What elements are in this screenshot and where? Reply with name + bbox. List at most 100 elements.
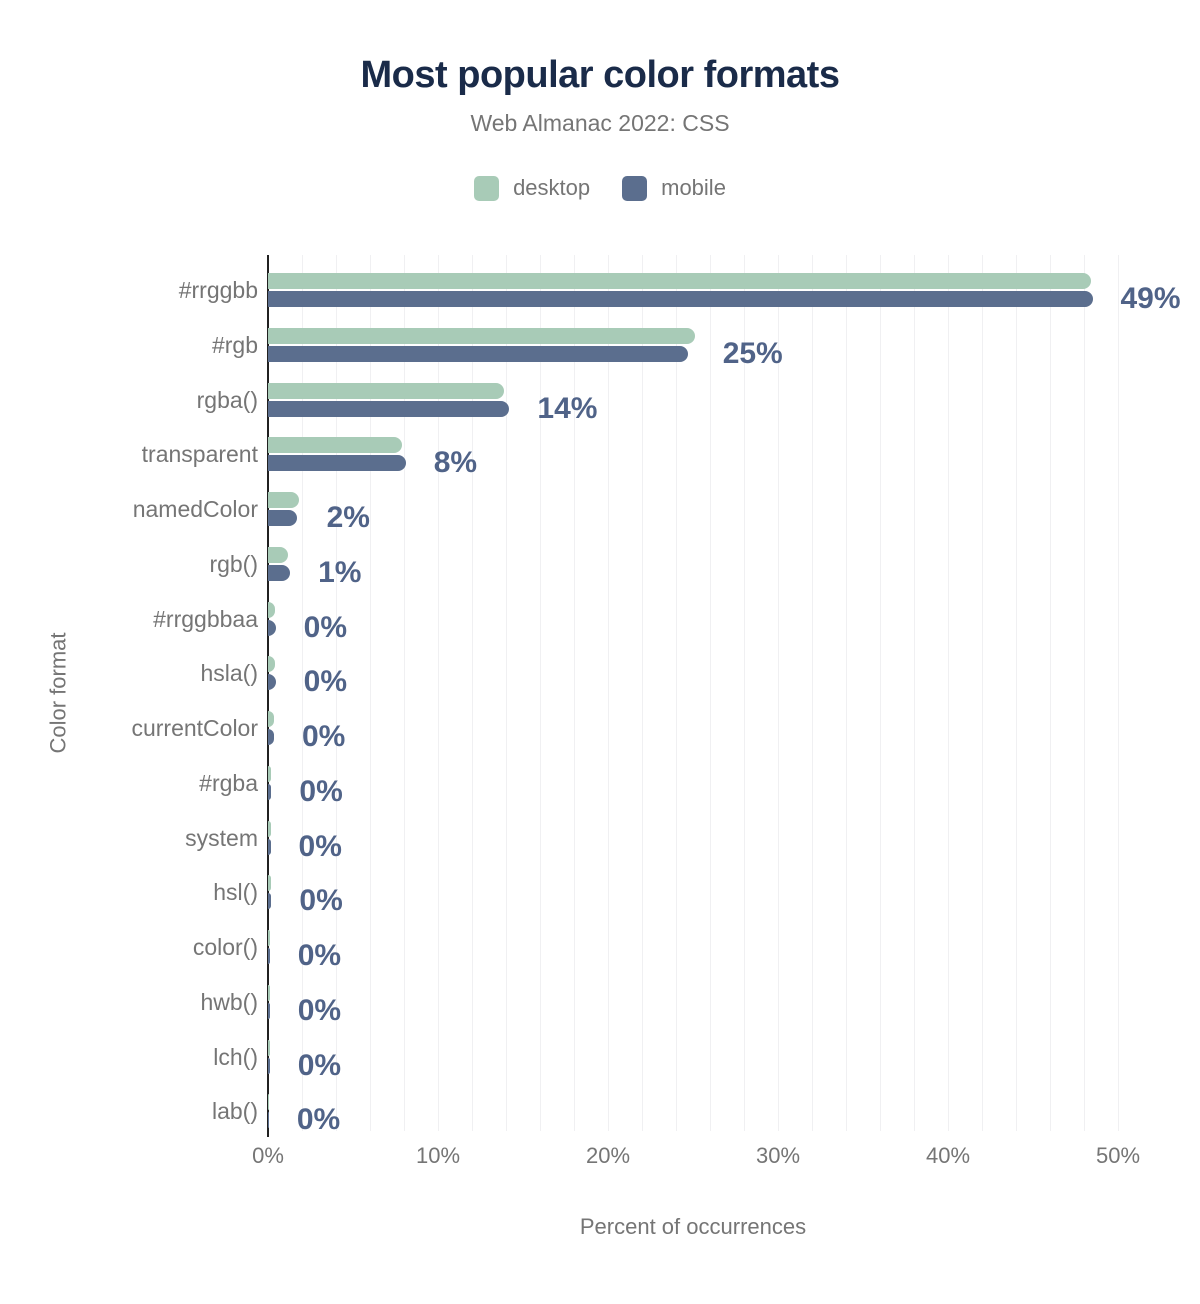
- mobile-bar[interactable]: [268, 1002, 270, 1019]
- gridline: [540, 255, 541, 1131]
- bar-row-lch: lch() 0%: [213, 1022, 1156, 1080]
- category-label: color(): [192, 934, 258, 960]
- mobile-bar[interactable]: [268, 510, 297, 526]
- mobile-bar[interactable]: [268, 564, 291, 581]
- legend-item-desktop: desktop: [474, 175, 590, 201]
- mobile-bar[interactable]: [268, 455, 406, 472]
- category-label: rgb(): [209, 550, 258, 577]
- legend-item-mobile: mobile: [622, 175, 726, 201]
- desktop-bar[interactable]: [268, 930, 270, 946]
- value-label: 25%: [722, 336, 783, 370]
- bar-row-color: color() 0%: [193, 912, 1156, 971]
- gridline: [1084, 255, 1085, 1131]
- value-label: 0%: [303, 610, 347, 644]
- gridline: [336, 255, 337, 1131]
- value-label: 0%: [303, 665, 347, 699]
- desktop-bar[interactable]: [268, 711, 274, 727]
- legend-label: desktop: [513, 175, 591, 200]
- x-tick-label: 20%: [585, 1143, 631, 1168]
- bar-row-rgba: #rgba 0%: [199, 748, 1156, 806]
- bar-row-hwb: hwb() 0%: [200, 967, 1156, 1025]
- category-label: #rrggbb: [178, 277, 258, 303]
- desktop-bar[interactable]: [268, 437, 403, 454]
- chart-subtitle: Web Almanac 2022: CSS: [470, 110, 730, 136]
- mobile-bar[interactable]: [268, 729, 274, 745]
- bar-row-system: system 0%: [185, 803, 1156, 861]
- mobile-bar[interactable]: [268, 674, 276, 691]
- value-label: 2%: [326, 501, 370, 534]
- value-label: 0%: [299, 884, 343, 918]
- gridline: [1016, 255, 1017, 1131]
- mobile-bar[interactable]: [268, 893, 272, 910]
- x-axis-ticks: 0% 10% 20% 30% 40% 50%: [252, 1143, 1156, 1169]
- category-label: currentColor: [131, 715, 258, 741]
- gridline: [914, 255, 915, 1131]
- plot-area: #rrggbb 49% #rgb 25% rgba() 14% transparent 8% n…: [131, 255, 1181, 1137]
- mobile-bar[interactable]: [268, 291, 1093, 307]
- desktop-bar[interactable]: [268, 1094, 269, 1111]
- value-label: 0%: [299, 774, 343, 808]
- gridline: [302, 255, 303, 1131]
- desktop-bar[interactable]: [268, 656, 275, 673]
- gridline: [676, 255, 677, 1131]
- gridline: [744, 255, 745, 1131]
- category-label: lch(): [213, 1043, 258, 1070]
- gridline: [1118, 255, 1119, 1131]
- desktop-bar[interactable]: [268, 984, 270, 1001]
- value-label: 14%: [537, 391, 598, 425]
- x-tick-label: 10%: [415, 1143, 461, 1168]
- mobile-bar[interactable]: [268, 345, 688, 362]
- desktop-bar[interactable]: [268, 601, 275, 618]
- mobile-bar[interactable]: [268, 400, 510, 417]
- desktop-bar[interactable]: [268, 382, 505, 399]
- y-axis-title-text: Color format: [46, 632, 72, 754]
- gridline: [642, 255, 643, 1131]
- value-label: 49%: [1120, 282, 1181, 315]
- gridline: [948, 255, 949, 1131]
- category-label: #rgb: [211, 331, 258, 358]
- gridline: [472, 255, 473, 1131]
- x-tick-label: 0%: [252, 1143, 284, 1168]
- value-label: 0%: [297, 939, 342, 972]
- desktop-swatch-icon: [474, 175, 500, 201]
- x-axis-title: Percent of occurrences: [579, 1214, 807, 1239]
- desktop-bar[interactable]: [268, 875, 272, 892]
- mobile-bar[interactable]: [268, 1112, 269, 1129]
- desktop-bar[interactable]: [268, 820, 271, 837]
- gridline: [506, 255, 507, 1131]
- value-label: 0%: [296, 1103, 341, 1137]
- mobile-bar[interactable]: [268, 948, 270, 964]
- gridline: [880, 255, 881, 1131]
- desktop-bar[interactable]: [268, 492, 299, 508]
- bar-row-rgb: #rgb 25%: [212, 310, 1156, 368]
- category-label: hsl(): [213, 879, 258, 906]
- chart-title: Most popular color formats: [360, 54, 840, 96]
- gridline: [982, 255, 983, 1131]
- bar-row-rgba: rgba() 14%: [197, 365, 1156, 423]
- mobile-bar[interactable]: [268, 838, 271, 855]
- bar-row-rgb: rgb() 1%: [209, 529, 1156, 587]
- category-label: system: [185, 824, 258, 851]
- y-axis-title: Color format: [34, 255, 84, 1131]
- mobile-bar[interactable]: [268, 1057, 270, 1074]
- mobile-bar[interactable]: [268, 783, 272, 800]
- category-label: lab(): [211, 1098, 258, 1125]
- y-axis-line: [267, 255, 269, 1137]
- category-label: #rgba: [199, 769, 258, 796]
- gridline: [710, 255, 711, 1131]
- desktop-bar[interactable]: [268, 765, 272, 782]
- desktop-bar[interactable]: [268, 546, 289, 563]
- mobile-bar[interactable]: [268, 619, 276, 636]
- gridline: [846, 255, 847, 1131]
- x-tick-label: 40%: [925, 1143, 971, 1168]
- x-tick-label: 50%: [1095, 1143, 1141, 1168]
- desktop-bar[interactable]: [268, 1039, 270, 1056]
- bar-row-currentcolor: currentColor 0%: [131, 693, 1156, 752]
- desktop-bar[interactable]: [268, 273, 1091, 289]
- gridline: [370, 255, 371, 1131]
- desktop-bar[interactable]: [268, 327, 695, 344]
- gridline: [1050, 255, 1051, 1131]
- value-label: 1%: [318, 555, 362, 589]
- legend: desktop mobile: [0, 175, 1200, 201]
- gridline: [778, 255, 779, 1131]
